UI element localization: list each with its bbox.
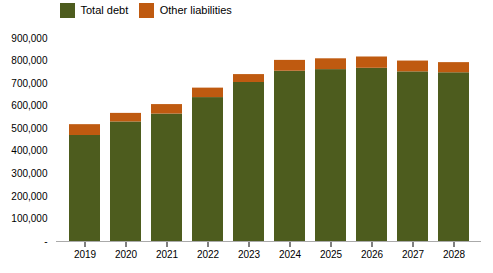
svg-text:2022: 2022	[197, 248, 220, 259]
svg-text:2024: 2024	[279, 248, 302, 259]
html-text:Other liabilities: Other liabilities	[159, 4, 232, 16]
svg-text:400,000: 400,000	[11, 145, 48, 156]
svg-text:2026: 2026	[361, 248, 384, 259]
svg-text:2028: 2028	[443, 248, 466, 259]
svg-text:2023: 2023	[238, 248, 261, 259]
svg-text:-: -	[44, 235, 47, 246]
svg-text:2019: 2019	[74, 248, 97, 259]
svg-text:2020: 2020	[115, 248, 138, 259]
svg-text:300,000: 300,000	[11, 168, 48, 179]
svg-text:900,000: 900,000	[11, 32, 48, 43]
svg-text:600,000: 600,000	[11, 100, 48, 111]
svg-text:200,000: 200,000	[11, 190, 48, 201]
svg-text:100,000: 100,000	[11, 213, 48, 224]
svg-text:2027: 2027	[402, 248, 425, 259]
svg-text:500,000: 500,000	[11, 122, 48, 133]
svg-text:700,000: 700,000	[11, 77, 48, 88]
svg-text:2021: 2021	[156, 248, 179, 259]
svg-text:2025: 2025	[320, 248, 343, 259]
svg-text:800,000: 800,000	[11, 55, 48, 66]
html-text:Total debt: Total debt	[80, 4, 129, 16]
